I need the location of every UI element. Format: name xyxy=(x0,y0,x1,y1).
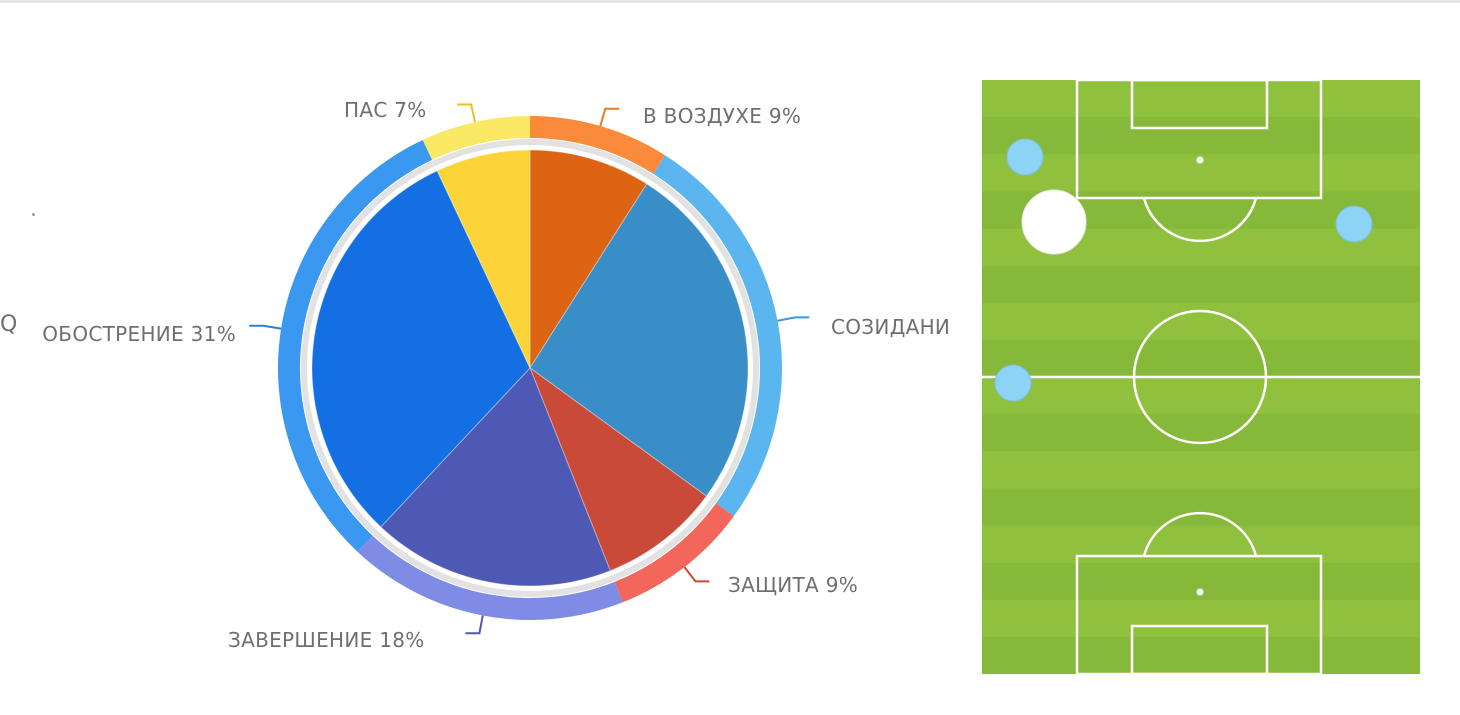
grass-stripe xyxy=(982,599,1420,638)
pie-slice-zavershenie[interactable] xyxy=(380,367,611,587)
separator-ring xyxy=(301,139,759,597)
label-zashchita: ЗАЩИТА 9% xyxy=(728,573,858,597)
label-connectors xyxy=(249,103,810,635)
bottom-penalty-arc xyxy=(1142,511,1258,557)
label-obostrenie: ОБОСТРЕНИЕ 31% xyxy=(42,322,236,346)
label-sozidanie: СОЗИДАНИ xyxy=(831,315,950,339)
pie-slices xyxy=(311,149,749,587)
outer-ring xyxy=(278,116,782,620)
grass-stripe xyxy=(982,80,1420,118)
ball-marker[interactable] xyxy=(1021,189,1087,255)
decorative-dot xyxy=(32,213,35,216)
grass-stripe xyxy=(982,525,1420,564)
grass-stripe xyxy=(982,636,1420,674)
connector-pas xyxy=(457,103,477,123)
pie-slice-sozidanie[interactable] xyxy=(529,183,749,497)
ring-segment-sozidanie xyxy=(653,155,782,517)
player-marker[interactable] xyxy=(1335,205,1373,243)
label-pas: ПАС 7% xyxy=(344,98,427,122)
bottom-goal-area xyxy=(1130,624,1269,674)
pie-slice-obostrenie[interactable] xyxy=(311,170,531,528)
center-circle xyxy=(1132,309,1268,445)
connector-zashchita xyxy=(683,566,710,583)
pie-slice-pas[interactable] xyxy=(436,149,531,369)
top-penalty-area xyxy=(1075,80,1323,200)
grass-stripe xyxy=(982,414,1420,452)
football-pitch xyxy=(982,80,1420,674)
player-marker[interactable] xyxy=(1006,138,1044,176)
label-zavershenie: ЗАВЕРШЕНИЕ 18% xyxy=(228,628,425,652)
connector-zavershenie xyxy=(465,615,484,635)
connector-obostrenie xyxy=(249,324,282,330)
connector-v-vozdukhe xyxy=(599,107,620,127)
grass-stripe xyxy=(982,377,1420,415)
top-penalty-arc xyxy=(1142,197,1258,243)
grass-stripe xyxy=(982,265,1420,304)
grass-stripe xyxy=(982,339,1420,378)
pitch-lines xyxy=(982,80,1420,674)
clipped-glyph: Q xyxy=(0,312,18,337)
bottom-penalty-area xyxy=(1075,554,1323,674)
pie-slice-v-vozdukhe[interactable] xyxy=(529,149,648,370)
top-goal-area xyxy=(1130,80,1269,130)
connector-sozidanie xyxy=(777,316,810,322)
ring-segment-zashchita xyxy=(614,503,734,603)
grass-stripe xyxy=(982,451,1420,489)
ring-segment-obostrenie xyxy=(278,139,433,552)
player-marker[interactable] xyxy=(994,364,1032,402)
label-v-vozdukhe: В ВОЗДУХЕ 9% xyxy=(643,104,801,128)
ring-segment-v-vozdukhe xyxy=(530,116,666,174)
bottom-penalty-spot xyxy=(1196,588,1204,596)
ring-segment-zavershenie xyxy=(357,535,623,620)
pie-chart: В ВОЗДУХЕ 9% СОЗИДАНИ ЗАЩИТА 9% ЗАВЕРШЕН… xyxy=(42,98,950,652)
ring-segment-pas xyxy=(422,116,530,160)
pie-slice-zashchita[interactable] xyxy=(528,366,708,572)
grass-stripe xyxy=(982,302,1420,341)
grass-stripe xyxy=(982,488,1420,526)
grass-stripe xyxy=(982,117,1420,155)
top-divider xyxy=(0,0,1460,3)
top-penalty-spot xyxy=(1196,156,1204,164)
